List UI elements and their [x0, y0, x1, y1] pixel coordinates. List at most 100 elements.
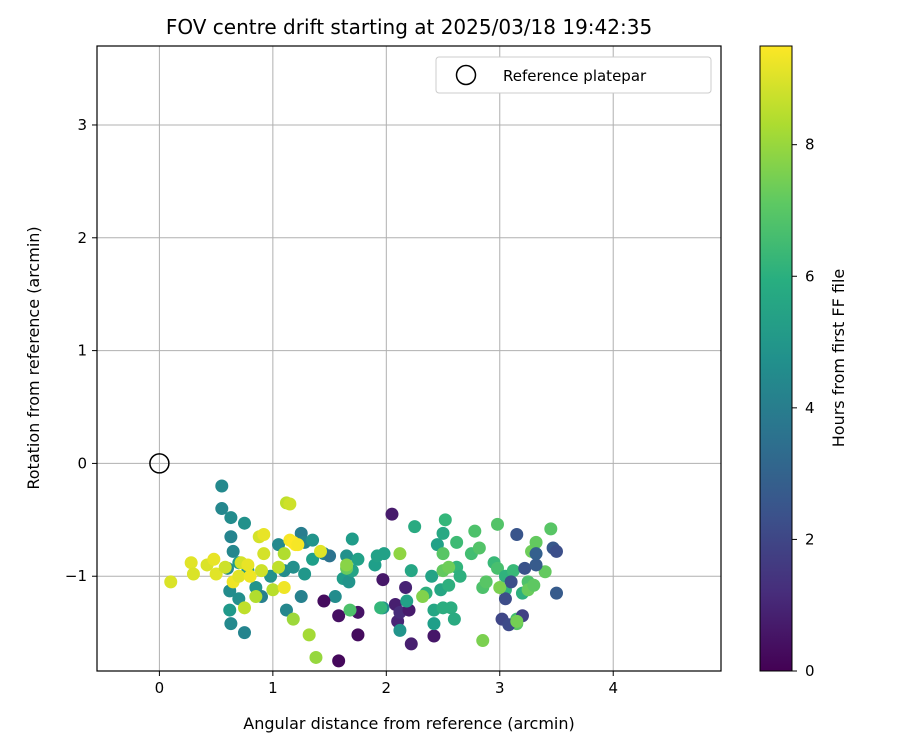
data-point	[400, 594, 414, 608]
x-tick-label: 0	[155, 679, 165, 697]
data-point	[164, 575, 178, 589]
data-point	[408, 520, 422, 534]
data-point	[291, 538, 305, 552]
data-point	[249, 590, 263, 604]
data-point	[427, 617, 441, 631]
x-tick-label: 2	[382, 679, 392, 697]
data-point	[306, 552, 320, 566]
data-point	[518, 561, 532, 575]
data-point	[209, 567, 223, 581]
data-point	[283, 497, 297, 511]
data-point	[328, 590, 342, 604]
data-point	[343, 603, 357, 617]
reference-point	[149, 453, 170, 474]
data-point	[184, 556, 198, 570]
data-point	[340, 549, 354, 563]
data-point	[302, 628, 316, 642]
colorbar-tick-label: 4	[805, 399, 815, 417]
x-axis-ticks: 0 1 2 3 4	[155, 671, 618, 697]
data-point	[468, 524, 482, 538]
data-point	[351, 552, 365, 566]
data-point	[272, 560, 286, 574]
data-point	[257, 527, 271, 541]
data-point	[385, 507, 399, 521]
data-point	[224, 617, 238, 631]
data-point	[374, 601, 388, 615]
data-point	[490, 561, 504, 575]
data-point	[506, 564, 520, 578]
reference-platepar-marker	[149, 453, 170, 474]
data-point	[223, 603, 237, 617]
data-point	[544, 522, 558, 536]
data-points	[164, 479, 563, 668]
data-point	[215, 502, 229, 516]
y-tick-label: 3	[77, 116, 87, 134]
x-tick-label: 4	[608, 679, 618, 697]
colorbar-tick-label: 0	[805, 662, 815, 680]
data-point	[416, 590, 430, 604]
data-point	[279, 603, 293, 617]
data-point	[479, 575, 493, 589]
data-point	[294, 590, 308, 604]
data-point	[436, 547, 450, 561]
data-point	[345, 532, 359, 546]
colorbar-tick-label: 6	[805, 267, 815, 285]
data-point	[450, 535, 464, 549]
data-point	[404, 637, 418, 651]
data-point	[393, 547, 407, 561]
data-point	[255, 564, 269, 578]
x-axis-label: Angular distance from reference (arcmin)	[243, 714, 574, 733]
y-tick-label: −1	[65, 567, 87, 585]
y-axis-ticks: −1 0 1 2 3	[65, 116, 97, 585]
colorbar-tick-label: 8	[805, 136, 815, 154]
data-point	[232, 569, 246, 583]
data-point	[277, 581, 291, 595]
data-point	[342, 575, 356, 589]
data-point	[332, 654, 346, 668]
chart-title: FOV centre drift starting at 2025/03/18 …	[166, 15, 652, 39]
data-point	[442, 560, 456, 574]
data-point	[237, 626, 251, 640]
data-point	[393, 623, 407, 637]
data-point	[340, 558, 354, 572]
data-point	[549, 586, 563, 600]
data-point	[436, 526, 450, 540]
data-point	[266, 583, 280, 597]
legend-box	[435, 56, 712, 94]
y-tick-label: 0	[77, 454, 87, 472]
data-point	[186, 567, 200, 581]
data-point	[377, 547, 391, 561]
data-point	[498, 592, 512, 606]
data-point	[476, 634, 490, 648]
colorbar: 0 2 4 6 8 Hours from first FF file	[759, 45, 848, 680]
data-point	[224, 530, 238, 544]
data-point	[427, 629, 441, 643]
legend-label-reference: Reference platepar	[503, 67, 647, 85]
data-point	[207, 552, 221, 566]
data-point	[529, 558, 543, 572]
y-tick-label: 2	[77, 229, 87, 247]
data-point	[444, 601, 458, 615]
data-point	[453, 569, 467, 583]
data-point	[241, 558, 255, 572]
data-point	[298, 567, 312, 581]
data-point	[314, 544, 328, 558]
data-point	[286, 612, 300, 626]
data-point	[332, 609, 346, 623]
data-point	[438, 513, 452, 527]
data-point	[504, 575, 518, 589]
data-point	[243, 569, 257, 583]
x-tick-label: 3	[495, 679, 505, 697]
colorbar-tick-label: 2	[805, 530, 815, 548]
x-tick-label: 1	[268, 679, 278, 697]
data-point	[215, 479, 229, 493]
legend: Reference platepar	[435, 56, 712, 94]
data-point	[237, 516, 251, 530]
data-point	[529, 535, 543, 549]
data-point	[404, 564, 418, 578]
data-point	[490, 517, 504, 531]
data-point	[493, 581, 507, 595]
data-point	[309, 650, 323, 664]
data-point	[317, 594, 331, 608]
